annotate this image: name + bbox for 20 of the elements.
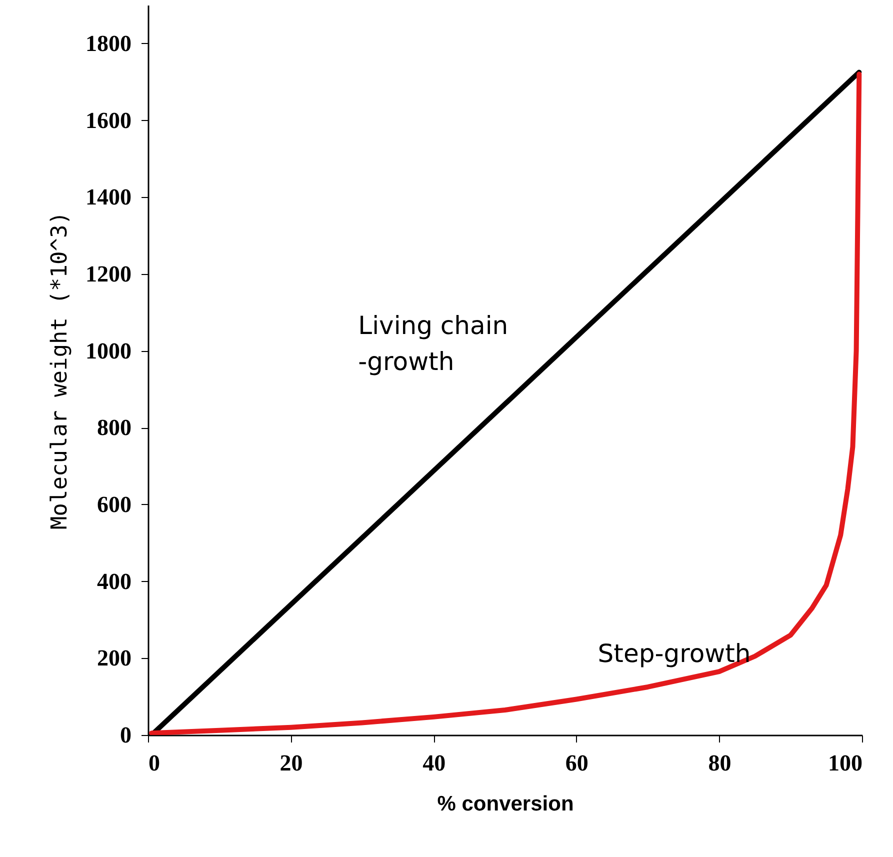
y-tick-label: 600 <box>97 492 132 517</box>
y-tick-label: 200 <box>97 646 132 671</box>
x-tick-label: 100 <box>828 750 862 776</box>
y-tick-label: 1400 <box>86 184 132 210</box>
y-tick-label: 400 <box>97 568 132 594</box>
x-tick-label: 40 <box>422 750 446 776</box>
x-tick-label: 0 <box>148 750 160 776</box>
y-tick-label: 1800 <box>86 30 132 56</box>
x-tick-label: 80 <box>708 750 732 776</box>
y-tick-label: 1200 <box>86 261 132 286</box>
y-tick-label: 1600 <box>86 108 132 133</box>
x-tick-label: 20 <box>280 750 303 776</box>
y-tick-label: 1000 <box>86 338 132 364</box>
series-label: Living chain -growth <box>358 311 508 376</box>
y-tick-label: 800 <box>97 415 132 440</box>
x-axis-title: % conversion <box>437 792 574 816</box>
x-tick-label: 60 <box>565 750 588 776</box>
y-axis-title: Molecular weight (*10^3) <box>48 212 72 530</box>
y-tick-label: 0 <box>120 722 132 748</box>
series-label: Step-growth <box>598 638 751 668</box>
